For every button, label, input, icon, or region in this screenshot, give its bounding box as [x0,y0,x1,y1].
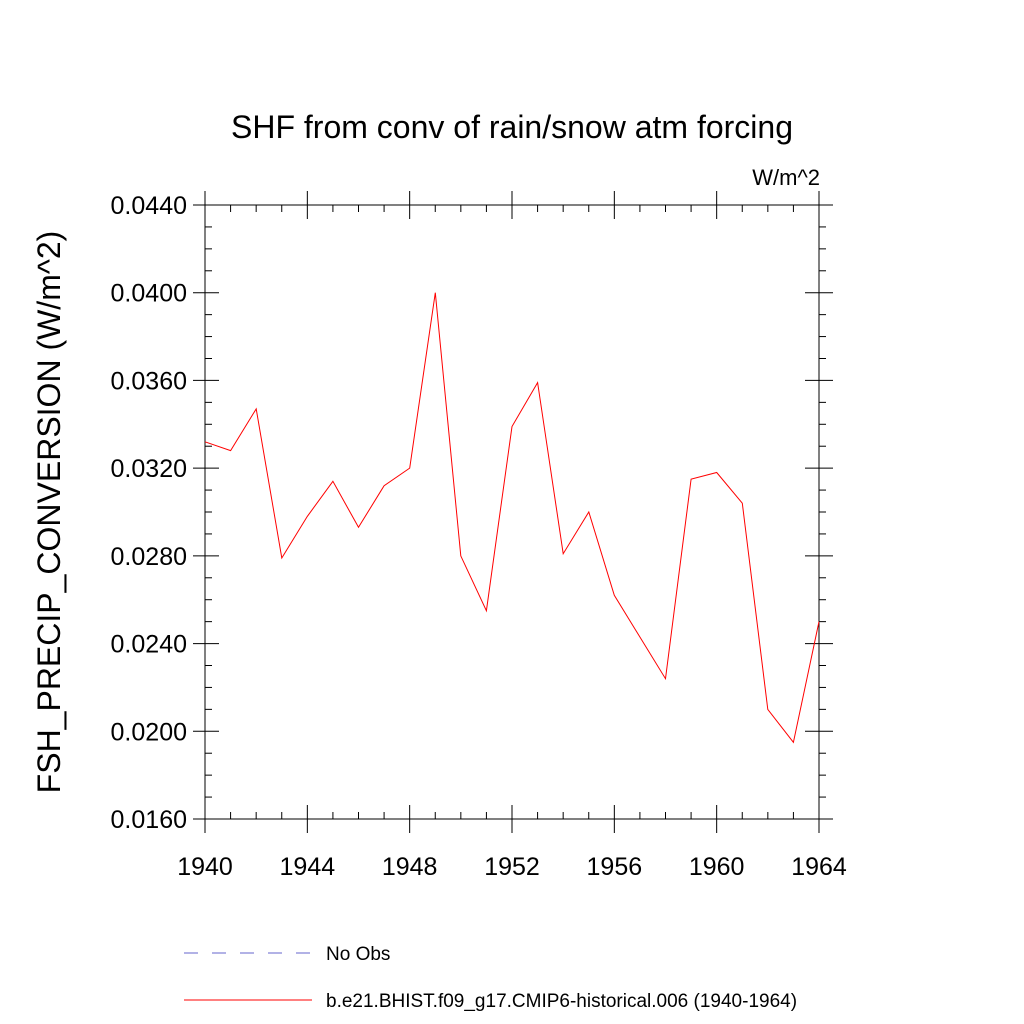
units-label: W/m^2 [752,165,820,190]
y-tick-label: 0.0160 [111,806,187,834]
x-tick-label: 1952 [484,853,540,881]
y-tick-label: 0.0320 [111,455,187,483]
minor-ticks [205,205,826,819]
y-tick-label: 0.0360 [111,367,187,395]
series-line-historical [204,292,820,744]
y-tick-label: 0.0240 [111,631,187,659]
series-layer [204,292,820,744]
x-tick-label: 1956 [587,853,643,881]
x-tick-label: 1960 [689,853,745,881]
x-tick-label: 1940 [177,853,233,881]
y-tick-label: 0.0280 [111,543,187,571]
x-tick-label: 1944 [280,853,336,881]
x-tick-labels: 1940 1944 1948 1952 1956 1960 1964 [177,853,847,881]
y-tick-label: 0.0200 [111,718,187,746]
x-tick-label: 1948 [382,853,438,881]
major-ticks [193,191,833,833]
y-tick-labels: 0.0160 0.0200 0.0240 0.0280 0.0320 0.0360 0.04… [111,192,187,834]
chart-title: SHF from conv of rain/snow atm forcing [231,109,793,145]
legend-label-no-obs: No Obs [326,944,390,965]
y-tick-label: 0.0400 [111,280,187,308]
plot-frame [204,204,820,820]
legend: No Obs b.e21.BHIST.f09_g17.CMIP6-histori… [184,944,797,1012]
y-tick-label: 0.0440 [111,192,187,220]
x-tick-label: 1964 [791,853,847,881]
y-axis-label: FSH_PRECIP_CONVERSION (W/m^2) [31,231,67,794]
legend-label-historical: b.e21.BHIST.f09_g17.CMIP6-historical.006… [326,991,797,1012]
